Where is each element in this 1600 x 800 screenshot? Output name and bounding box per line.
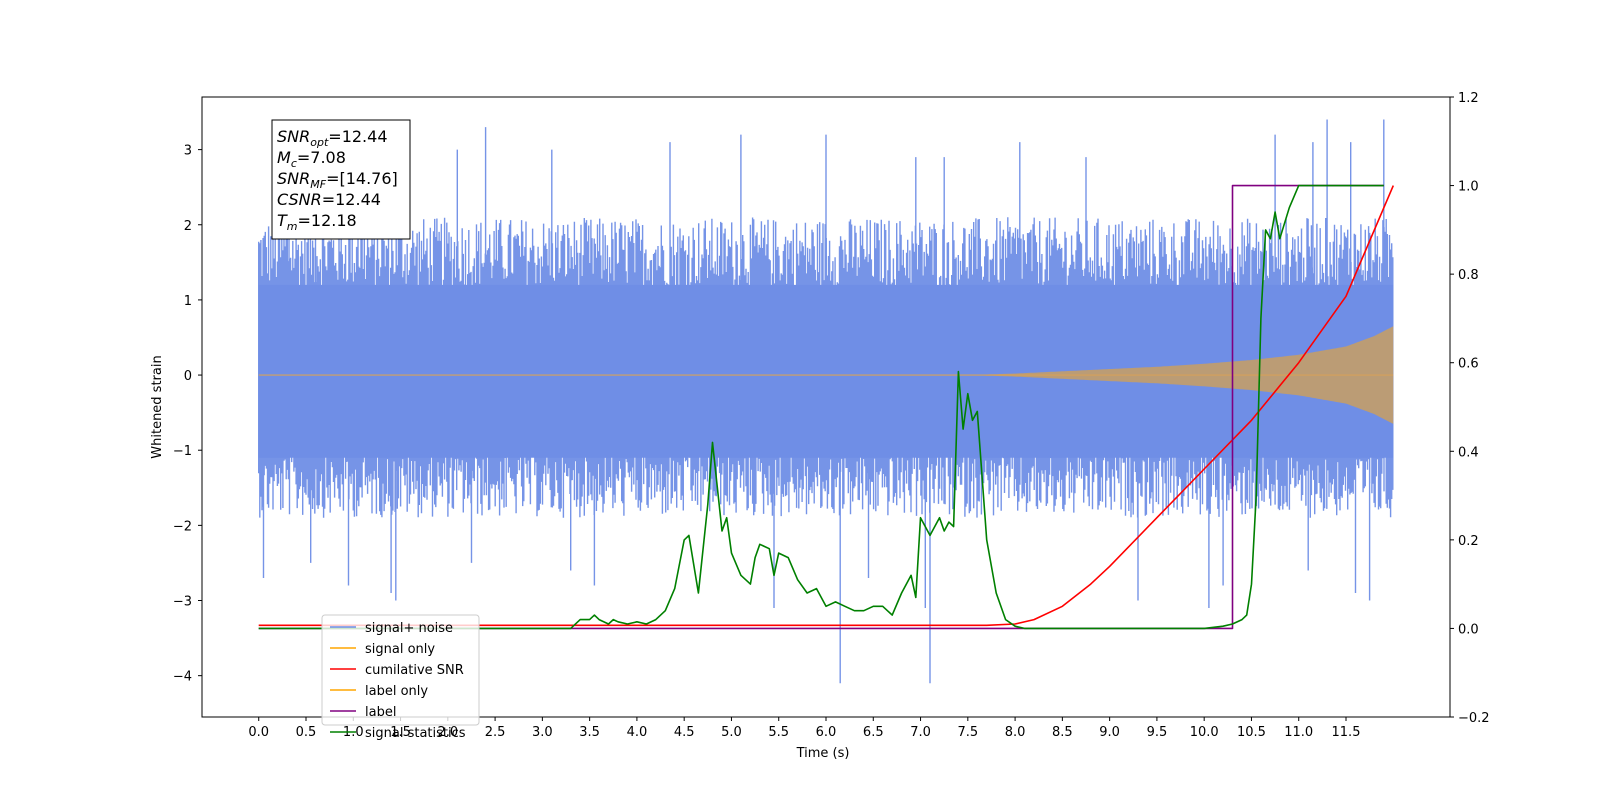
series-cumulative-snr-line [258, 185, 1395, 627]
y-tick-label: −1 [173, 444, 192, 459]
y-axis-ticks: 3 2 1 0 −1 −2 −3 −4 [173, 144, 202, 685]
stats-line: Tm=12.18 [277, 211, 357, 233]
x-tick-label: 8.0 [1005, 725, 1026, 740]
stats-symbol: SNR [277, 127, 310, 146]
y2-axis-ticks: 1.2 1.0 0.8 0.6 0.4 0.2 0.0 −0.2 [1450, 91, 1490, 726]
stats-subscript: m [287, 220, 298, 233]
x-tick-label: 6.5 [863, 725, 884, 740]
stats-subscript: MF [310, 178, 326, 191]
y-tick-label: −2 [173, 519, 192, 534]
y2-tick-label: 1.2 [1458, 91, 1479, 106]
x-tick-label: 4.0 [627, 725, 648, 740]
legend-label: cumilative SNR [365, 663, 464, 678]
y-tick-label: 3 [184, 144, 192, 159]
y-tick-label: 2 [184, 219, 192, 234]
x-tick-label: 10.5 [1237, 725, 1266, 740]
y2-tick-label: 0.2 [1458, 534, 1479, 549]
x-tick-label: 10.0 [1190, 725, 1219, 740]
y-tick-label: −3 [173, 595, 192, 610]
stats-value: =12.44 [322, 190, 381, 209]
series-label-line [258, 184, 1384, 630]
stats-line: Mc=7.08 [277, 148, 346, 170]
stats-symbol: M [277, 148, 291, 167]
stats-symbol: T [277, 211, 288, 230]
signal-layer [258, 326, 1394, 424]
y-tick-label: 0 [184, 369, 192, 384]
x-tick-label: 3.5 [579, 725, 600, 740]
y2-tick-label: 0.8 [1458, 268, 1479, 283]
y2-tick-label: −0.2 [1458, 711, 1490, 726]
stats-symbol: SNR [277, 169, 310, 188]
legend-label: label [365, 705, 396, 720]
x-tick-label: 9.5 [1147, 725, 1168, 740]
y2-tick-label: 0.0 [1458, 622, 1479, 637]
x-tick-label: 4.5 [674, 725, 695, 740]
stats-symbol: CSNR [277, 190, 322, 209]
x-tick-label: 2.5 [485, 725, 506, 740]
x-tick-label: 0.5 [296, 725, 317, 740]
stats-line: SNRopt=12.44 [277, 127, 388, 149]
x-tick-label: 7.0 [910, 725, 931, 740]
legend-label: signal only [365, 642, 435, 657]
x-axis-label: Time (s) [796, 746, 850, 761]
x-tick-label: 9.0 [1099, 725, 1120, 740]
stats-value: =12.44 [328, 127, 387, 146]
stats-annotation-box: SNRopt=12.44Mc=7.08SNRMF=[14.76]CSNR=12.… [271, 119, 411, 240]
y-tick-label: 1 [184, 294, 192, 309]
stats-line: SNRMF=[14.76] [277, 169, 398, 191]
right-axis-lines [258, 184, 1395, 630]
y2-tick-label: 1.0 [1458, 180, 1479, 195]
stats-subscript: opt [310, 136, 329, 149]
y-tick-label: −4 [173, 670, 192, 685]
stats-annotation-frame [271, 119, 411, 240]
x-tick-label: 7.5 [957, 725, 978, 740]
stats-subscript: c [291, 157, 297, 170]
stats-value: =12.18 [298, 211, 357, 230]
y2-tick-label: 0.6 [1458, 357, 1479, 372]
legend-label: signal+ noise [365, 621, 453, 636]
series-signal-statistics-line [258, 184, 1384, 630]
x-tick-label: 8.5 [1052, 725, 1073, 740]
stats-value: =7.08 [297, 148, 346, 167]
y2-tick-label: 0.4 [1458, 445, 1479, 460]
x-tick-label: 11.5 [1332, 725, 1361, 740]
stats-line: CSNR=12.44 [277, 190, 381, 209]
x-tick-label: 11.0 [1284, 725, 1313, 740]
legend-frame [321, 614, 480, 726]
x-tick-label: 6.0 [816, 725, 837, 740]
legend-label: signal statistics [365, 726, 466, 741]
x-tick-label: 5.0 [721, 725, 742, 740]
x-tick-label: 3.0 [532, 725, 553, 740]
x-tick-label: 5.5 [768, 725, 789, 740]
stats-value: =[14.76] [326, 169, 398, 188]
plot-area [258, 119, 1395, 684]
x-tick-label: 1.5 [390, 725, 411, 740]
legend: signal+ noise signal only cumilative SNR la… [321, 614, 480, 741]
x-tick-label: 2.0 [437, 725, 458, 740]
y-axis-label: Whitened strain [150, 355, 165, 458]
x-tick-label: 0.0 [248, 725, 269, 740]
legend-label: label only [365, 684, 428, 699]
